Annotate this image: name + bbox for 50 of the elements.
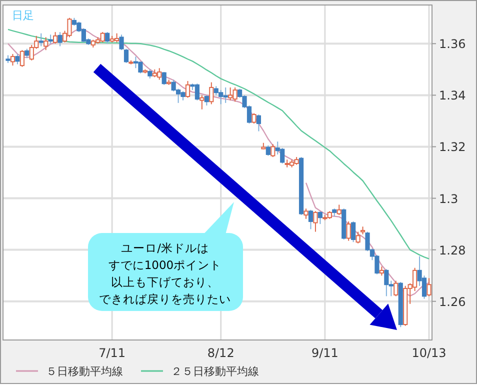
annotation: 以上も下げており、	[111, 275, 219, 289]
y-tick-label: 1.3	[439, 192, 458, 206]
candlestick	[304, 208, 308, 220]
candlestick	[252, 112, 256, 124]
legend-label: ２５日移動平均線	[171, 365, 259, 378]
x-tick-label: 8/12	[207, 346, 234, 360]
annotation: ユーロ/米ドルは	[121, 241, 209, 255]
candlestick	[336, 204, 342, 216]
x-tick-label: 10/13	[412, 346, 446, 360]
candlestick	[308, 209, 314, 230]
y-tick-label: 1.34	[439, 88, 466, 103]
candlestick	[105, 32, 110, 44]
candlestick	[318, 210, 322, 225]
candlestick	[204, 94, 209, 106]
y-tick-label: 1.28	[439, 243, 466, 258]
y-tick-label: 1.26	[439, 294, 466, 309]
candlestick	[15, 53, 20, 65]
legend-label: ５日移動平均線	[46, 365, 123, 378]
candlestick	[10, 53, 16, 66]
candlestick	[133, 56, 138, 69]
candlestick	[256, 114, 262, 132]
candlestick	[119, 34, 124, 51]
candlestick	[58, 32, 62, 47]
candlestick	[148, 68, 152, 79]
candlestick	[351, 220, 356, 243]
candlestick	[162, 72, 166, 86]
candlestick	[185, 80, 190, 98]
candlestick	[20, 50, 24, 68]
annotation: すでに1000ポイント	[108, 258, 222, 272]
chart-title: 日足	[12, 9, 34, 22]
annotation: できれば戻りを売りたい	[99, 292, 231, 306]
x-tick-label: 7/11	[98, 346, 126, 360]
candlestick	[270, 144, 276, 158]
candlestick	[124, 48, 129, 64]
candlestick	[356, 231, 360, 244]
candlestick	[48, 34, 53, 44]
candlestick	[209, 82, 214, 105]
x-tick-label: 9/11	[311, 346, 338, 360]
candlestick	[346, 220, 351, 242]
candlestick	[266, 144, 270, 156]
y-tick-label: 1.32	[439, 140, 466, 154]
y-tick-label: 1.36	[439, 37, 466, 52]
candlestick	[379, 266, 384, 276]
candlestick	[44, 36, 48, 51]
candlestick	[200, 94, 204, 110]
candlestick	[313, 210, 318, 232]
candlestick	[24, 48, 30, 58]
candlestick	[53, 32, 58, 44]
candlestick	[38, 32, 44, 47]
candlestick	[394, 280, 398, 297]
